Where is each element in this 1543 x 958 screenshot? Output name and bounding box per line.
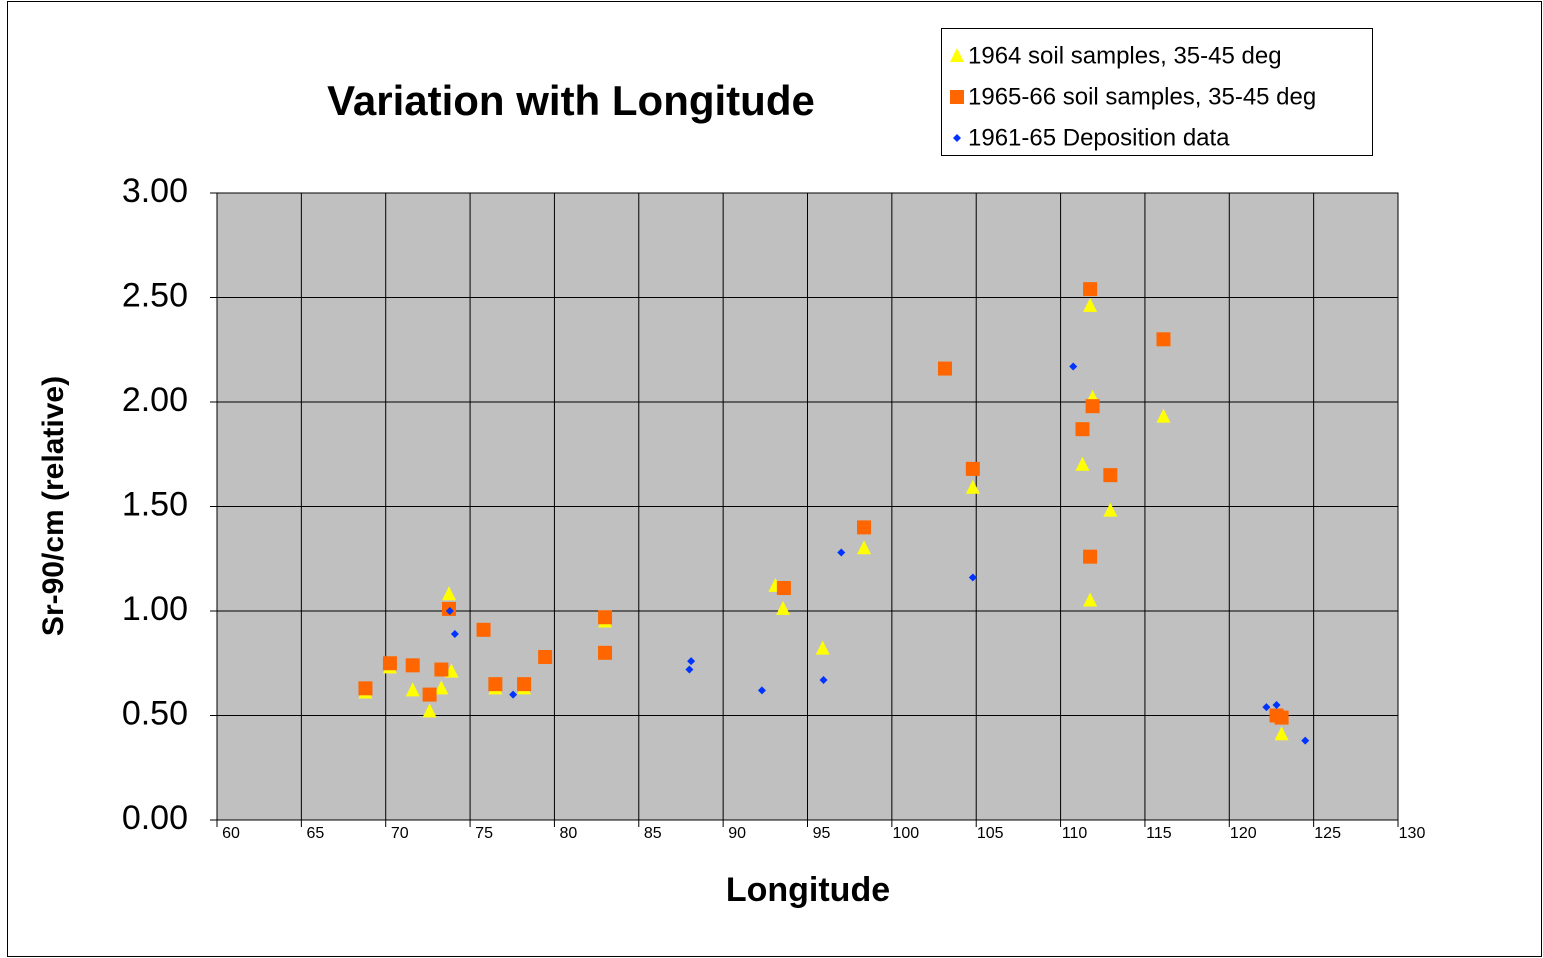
point: [1083, 549, 1098, 564]
point: [1103, 502, 1118, 517]
y-tick-label: 1.50: [122, 485, 188, 523]
point: [538, 649, 553, 664]
legend-label: 1964 soil samples, 35-45 deg: [968, 42, 1282, 69]
x-tick-label: 115: [1146, 825, 1172, 842]
point: [1156, 332, 1171, 347]
point: [434, 662, 449, 677]
legend-marker: [953, 134, 961, 142]
x-tick-label: 100: [893, 825, 920, 842]
y-tick-label: 0.50: [122, 694, 188, 732]
point: [1083, 592, 1098, 607]
point: [450, 629, 459, 638]
legend-marker: [950, 90, 964, 104]
point: [965, 461, 980, 476]
point: [434, 680, 449, 695]
y-tick-label: 1.00: [122, 590, 188, 628]
point: [857, 520, 872, 535]
x-axis-title: Longitude: [726, 871, 890, 909]
x-tick-label: 80: [560, 825, 578, 842]
point: [968, 573, 977, 582]
point: [687, 657, 696, 666]
point: [509, 690, 518, 699]
point: [445, 607, 454, 615]
point: [1103, 468, 1118, 483]
y-tick-label: 2.00: [122, 381, 188, 419]
x-tick-label: 90: [728, 825, 746, 842]
x-tick-label: 120: [1230, 825, 1257, 842]
x-tick-label: 105: [977, 825, 1004, 842]
y-tick-label: 0.00: [122, 799, 188, 837]
point: [476, 622, 491, 637]
x-tick-label: 75: [475, 825, 493, 842]
y-tick-label: 3.00: [122, 172, 188, 210]
chart-title: Variation with Longitude: [327, 77, 815, 124]
point: [1274, 726, 1289, 741]
point: [405, 658, 420, 673]
x-tick-label: 85: [644, 825, 662, 842]
point: [422, 703, 437, 718]
point: [517, 677, 532, 692]
point: [405, 682, 420, 697]
y-axis-title: Sr-90/cm (relative): [37, 376, 70, 636]
point: [965, 479, 980, 494]
legend-label: 1965-66 soil samples, 35-45 deg: [968, 83, 1316, 110]
point: [776, 581, 791, 596]
point: [1156, 408, 1171, 423]
point: [1085, 399, 1100, 414]
x-tick-label: 95: [813, 825, 831, 842]
point: [1274, 710, 1289, 725]
point: [815, 640, 830, 655]
x-tick-label: 130: [1399, 825, 1426, 842]
point: [1075, 456, 1090, 471]
point: [441, 586, 456, 601]
point: [685, 665, 694, 674]
x-tick-label: 60: [222, 825, 240, 842]
point: [1083, 282, 1098, 297]
point: [776, 600, 791, 615]
point: [1075, 422, 1090, 437]
point: [819, 675, 828, 684]
point: [422, 687, 437, 702]
x-tick-label: 110: [1062, 825, 1088, 842]
point: [757, 686, 766, 695]
x-tick-label: 125: [1314, 825, 1341, 842]
point: [1262, 703, 1271, 712]
point: [938, 361, 953, 376]
point: [382, 656, 397, 671]
point: [598, 645, 613, 660]
point: [857, 540, 872, 555]
point: [488, 677, 503, 692]
point: [598, 610, 613, 625]
point: [1083, 297, 1098, 312]
point: [1272, 701, 1281, 710]
legend-label: 1961-65 Deposition data: [968, 124, 1230, 151]
point: [1069, 362, 1078, 371]
x-tick-label: 65: [306, 825, 324, 842]
point: [837, 548, 846, 557]
point: [1301, 736, 1310, 745]
legend-marker: [950, 48, 964, 62]
plot-frame: [216, 192, 1399, 821]
point: [358, 681, 373, 696]
y-tick-label: 2.50: [122, 276, 188, 314]
x-tick-label: 70: [391, 825, 409, 842]
legend: [941, 28, 1373, 156]
